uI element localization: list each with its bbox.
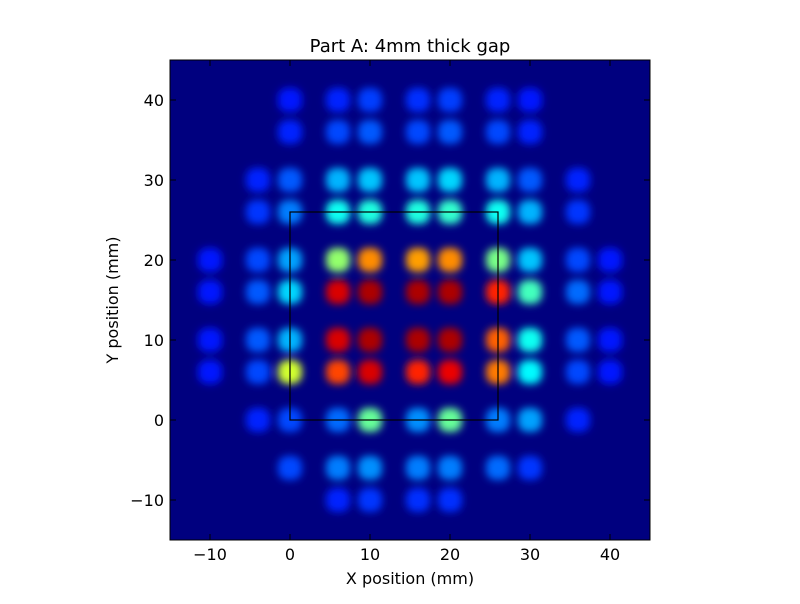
heatmap-cell [438, 280, 462, 304]
heatmap-cell [406, 120, 430, 144]
heatmap-cell [326, 120, 350, 144]
heatmap-cell [406, 488, 430, 512]
heatmap-cell [566, 248, 590, 272]
y-tick-label: 20 [144, 251, 164, 270]
heatmap-cell [598, 328, 622, 352]
heatmap-cell [438, 488, 462, 512]
heatmap-cell [198, 360, 222, 384]
heatmap-cell [358, 88, 382, 112]
heatmap-cell [406, 248, 430, 272]
heatmap-cell [246, 328, 270, 352]
heatmap-cell [598, 248, 622, 272]
heatmap-cell [438, 248, 462, 272]
heatmap-cell [486, 168, 510, 192]
heatmap-cell [246, 200, 270, 224]
x-axis-label: X position (mm) [346, 569, 474, 588]
heatmap-cell [518, 456, 542, 480]
heatmap-cell [566, 280, 590, 304]
heatmap-cell [358, 248, 382, 272]
heatmap-cell [246, 360, 270, 384]
heatmap-cell [438, 120, 462, 144]
heatmap-cell [406, 328, 430, 352]
heatmap-cell [598, 280, 622, 304]
heatmap-cell [198, 328, 222, 352]
heatmap-cell [278, 120, 302, 144]
heatmap-cell [358, 168, 382, 192]
y-tick-label: −10 [130, 491, 164, 510]
heatmap-cell [326, 168, 350, 192]
x-tick-label: 40 [600, 545, 620, 564]
heatmap-cell [566, 360, 590, 384]
heatmap-cell [486, 88, 510, 112]
heatmap-cell [326, 280, 350, 304]
heatmap-cell [198, 280, 222, 304]
heatmap-cell [518, 88, 542, 112]
heatmap-cell [486, 120, 510, 144]
heatmap-cell [518, 120, 542, 144]
heatmap-cell [406, 168, 430, 192]
heatmap-cell [406, 88, 430, 112]
heatmap-cell [246, 280, 270, 304]
heatmap-cell [326, 88, 350, 112]
heatmap-cell [246, 168, 270, 192]
heatmap-cell [518, 168, 542, 192]
heatmap-cell [246, 248, 270, 272]
heatmap-cell [438, 456, 462, 480]
heatmap-cell [358, 360, 382, 384]
heatmap-cell [326, 360, 350, 384]
heatmap-cell [406, 280, 430, 304]
heatmap-cell [326, 456, 350, 480]
plot-area [170, 60, 650, 540]
heatmap-cell [438, 168, 462, 192]
heatmap-cell [198, 248, 222, 272]
heatmap-cell [566, 168, 590, 192]
heatmap-cell [438, 360, 462, 384]
heatmap-cell [518, 408, 542, 432]
heatmap-cell [566, 200, 590, 224]
y-tick-label: 0 [154, 411, 164, 430]
heatmap-cell [358, 120, 382, 144]
y-tick-label: 10 [144, 331, 164, 350]
x-tick-label: −10 [193, 545, 227, 564]
heatmap-cell [326, 488, 350, 512]
heatmap-cell [518, 200, 542, 224]
heatmap-cell [438, 328, 462, 352]
heatmap-cell [406, 360, 430, 384]
y-axis-label: Y position (mm) [103, 237, 122, 365]
heatmap-cell [326, 328, 350, 352]
x-tick-label: 10 [360, 545, 380, 564]
heatmap-cell [278, 456, 302, 480]
chart-title: Part A: 4mm thick gap [310, 36, 511, 57]
x-tick-label: 0 [285, 545, 295, 564]
overlay-rectangle [289, 211, 499, 421]
heatmap-cell [518, 280, 542, 304]
heatmap-cell [518, 248, 542, 272]
heatmap-cell [358, 456, 382, 480]
heatmap-cell [278, 88, 302, 112]
plot-frame [169, 59, 651, 541]
heatmap-cell [566, 328, 590, 352]
x-tick-label: 30 [520, 545, 540, 564]
y-tick-label: 40 [144, 91, 164, 110]
heatmap-cell [566, 408, 590, 432]
heatmap-cell [278, 168, 302, 192]
heatmap-cell [598, 360, 622, 384]
heatmap-cell [438, 88, 462, 112]
heatmap-cell [246, 408, 270, 432]
heatmap-cell [518, 360, 542, 384]
heatmap-cell [326, 248, 350, 272]
heatmap-cell [358, 488, 382, 512]
heatmap-cell [486, 456, 510, 480]
y-tick-label: 30 [144, 171, 164, 190]
heatmap-cell [358, 328, 382, 352]
heatmap-cell [406, 456, 430, 480]
x-tick-label: 20 [440, 545, 460, 564]
heatmap-cell [518, 328, 542, 352]
heatmap-cell [358, 280, 382, 304]
